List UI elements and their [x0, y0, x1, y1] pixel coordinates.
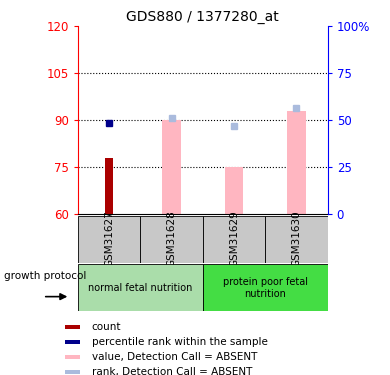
Bar [162, 120, 181, 214]
Bar [225, 167, 243, 214]
Text: growth protocol: growth protocol [4, 271, 86, 281]
Text: count: count [92, 322, 121, 332]
Title: GDS880 / 1377280_at: GDS880 / 1377280_at [126, 10, 279, 24]
Bar [78, 264, 203, 311]
Bar [105, 158, 113, 214]
Text: normal fetal nutrition: normal fetal nutrition [88, 283, 193, 293]
Bar [203, 216, 265, 262]
Bar [65, 340, 80, 344]
Bar [78, 216, 140, 262]
Bar [65, 370, 80, 374]
Bar [65, 355, 80, 359]
Text: protein poor fetal
nutrition: protein poor fetal nutrition [223, 277, 308, 298]
Bar [140, 216, 203, 262]
Text: GSM31627: GSM31627 [104, 211, 114, 267]
Text: value, Detection Call = ABSENT: value, Detection Call = ABSENT [92, 352, 257, 362]
Bar [203, 264, 328, 311]
Bar [265, 216, 328, 262]
Bar [287, 111, 306, 214]
Bar [65, 325, 80, 329]
Text: rank, Detection Call = ABSENT: rank, Detection Call = ABSENT [92, 368, 252, 375]
Text: GSM31630: GSM31630 [291, 211, 301, 267]
Text: GSM31629: GSM31629 [229, 211, 239, 267]
Text: percentile rank within the sample: percentile rank within the sample [92, 337, 268, 347]
Text: GSM31628: GSM31628 [167, 211, 177, 267]
